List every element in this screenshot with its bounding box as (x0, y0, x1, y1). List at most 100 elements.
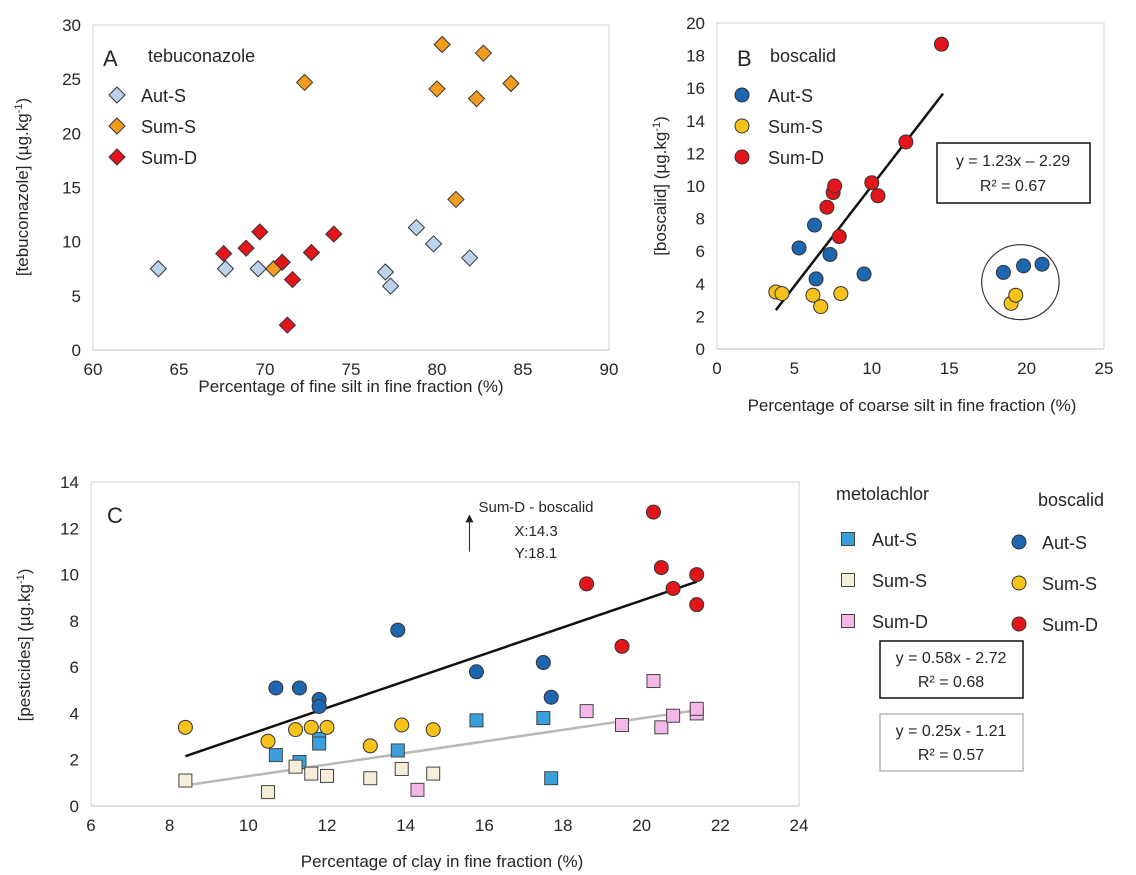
panel-b-x-tick-label: 0 (712, 359, 721, 378)
panel-a-y-tick-label: 10 (62, 233, 81, 252)
panel-c-point (177, 719, 193, 735)
panel-c-legend-label: Sum-D (1042, 615, 1098, 635)
panel-b-r-squared: R² = 0.67 (980, 178, 1046, 195)
panel-c-annotation-title: Sum-D - boscalid (478, 499, 593, 516)
panel-b-outlier-ellipse (981, 244, 1060, 321)
panel-c-x-tick-label: 16 (475, 816, 494, 835)
panel-a-legend-label: Aut-S (141, 86, 186, 106)
panel-a-y-tick-label: 5 (72, 287, 81, 306)
panel-a-legend-label: Sum-S (141, 117, 196, 137)
panel-a-point (273, 253, 291, 271)
panel-b-point (856, 266, 872, 282)
panel-b-point (995, 264, 1011, 280)
panel-b-point (808, 271, 824, 287)
panel-b: 0 5 10 15 20 25 0 2 4 6 8 10 12 14 16 18 20 B boscalid Aut-… (651, 14, 1113, 415)
panel-c-point (362, 738, 378, 754)
panel-c-x-tick-label: 20 (632, 816, 651, 835)
panel-b-y-tick-label: 20 (686, 14, 705, 33)
panel-b-point (864, 175, 880, 191)
panel-c-point (425, 722, 441, 738)
panel-b-y-tick-label: 8 (696, 210, 705, 229)
panel-a-y-tick-label: 30 (62, 16, 81, 35)
panel-a-point (302, 243, 321, 262)
panel-a-point (283, 270, 302, 289)
panel-b-letter: B (737, 46, 752, 71)
panel-b-y-tick-label: 4 (696, 275, 705, 294)
panel-c-point (646, 674, 661, 689)
panel-a-point (381, 277, 400, 295)
panel-c-x-tick-label: 8 (165, 816, 174, 835)
panel-c-equation-box-gray (879, 713, 1024, 772)
panel-a-point (502, 74, 520, 93)
panel-c-legend-label: Sum-D (872, 612, 928, 632)
panel-a-x-tick-label: 70 (256, 360, 275, 379)
panel-a-y-tick-label: 25 (62, 70, 81, 89)
panel-a-y-tick-label: 15 (62, 179, 81, 198)
panel-a: 60 65 70 75 80 85 90 0 5 10 15 20 25 30 A tebuconazole A… (13, 16, 618, 396)
panel-a-x-tick-label: 80 (428, 360, 447, 379)
panel-c-point (536, 711, 551, 726)
panel-b-point (1016, 258, 1032, 274)
panel-a-y-axis-label-group: [tebuconazole] (µg.kg-1) (13, 98, 32, 276)
panel-a-x-axis-label: Percentage of fine silt in fine fraction… (198, 377, 503, 396)
panel-c-series-sum-s-boscalid (177, 717, 441, 754)
panel-c-point (468, 664, 484, 680)
panel-c-point (666, 708, 681, 723)
panel-c-y-tick-label: 0 (70, 797, 79, 816)
panel-b-x-tick-label: 20 (1017, 359, 1036, 378)
panel-b-point (898, 134, 914, 150)
panel-c-y-axis-label-group: [pesticides] (µg.kg-1) (15, 569, 34, 722)
panel-c-x-tick-label: 6 (86, 816, 95, 835)
panel-b-point (819, 199, 835, 215)
panel-c-point (320, 768, 334, 783)
panel-c-point (394, 717, 410, 733)
panel-b-y-axis-label-group: [boscalid] (µg.kg-1) (651, 116, 670, 256)
panel-b-regression-line (774, 92, 944, 311)
panel-c-series-sum-d-metolachlor (410, 674, 704, 797)
panel-a-x-tick-label: 90 (600, 360, 619, 379)
panel-c-point (394, 761, 409, 776)
panel-c-point (615, 718, 629, 732)
panel-c-y-axis-label-sup: -1 (15, 574, 27, 584)
panel-b-y-axis-label-sup: -1 (651, 122, 663, 132)
panel-a-y-tick-label: 20 (62, 124, 81, 143)
panel-c-legend-marker (1011, 575, 1027, 591)
panel-c-y-tick-label: 10 (60, 566, 79, 585)
panel-a-series-sum-d (215, 223, 343, 334)
panel-c-legend-heading-metolachlor: metolachlor (836, 484, 929, 504)
panel-c-legend-marker (1011, 534, 1027, 550)
panel-b-y-tick-label: 10 (686, 177, 705, 196)
panel-b-y-tick-label: 12 (686, 144, 705, 163)
panel-a-point (215, 244, 233, 263)
panel-c-legend-label: Aut-S (1042, 533, 1087, 553)
panel-c-point (410, 782, 425, 797)
panel-b-y-tick-label: 18 (686, 47, 705, 66)
panel-c-letter: C (107, 503, 123, 528)
panel-c-legend-marker (841, 532, 855, 546)
panel-b-point (805, 287, 821, 303)
panel-c-y-axis-label: [pesticides] (µg.kg-1) (15, 569, 34, 722)
panel-c-point (178, 773, 193, 788)
panel-c-equation-gray: y = 0.25x - 1.21 (896, 723, 1007, 740)
panel-c-point (579, 576, 595, 592)
panel-c-y-tick-label: 2 (70, 751, 79, 770)
panel-b-point (827, 178, 843, 194)
panel-c-point (469, 713, 484, 728)
panel-a-legend-marker (108, 148, 126, 166)
panel-b-legend-label: Sum-S (768, 117, 823, 137)
panel-a-point (325, 225, 343, 243)
panel-a-point (460, 249, 479, 267)
panel-a-point (376, 263, 395, 281)
panel-a-point (428, 80, 446, 98)
panel-c-point (311, 698, 327, 714)
panel-b-legend-marker (734, 87, 750, 103)
panel-b-point (933, 36, 949, 52)
panel-b-x-tick-label: 15 (940, 359, 959, 378)
panel-a-point (295, 73, 314, 92)
panel-b-point (822, 246, 838, 262)
panel-a-x-tick-label: 75 (342, 360, 361, 379)
panel-b-y-axis-label: [boscalid] (µg.kg-1) (651, 116, 670, 256)
panel-b-y-tick-label: 0 (696, 340, 705, 359)
